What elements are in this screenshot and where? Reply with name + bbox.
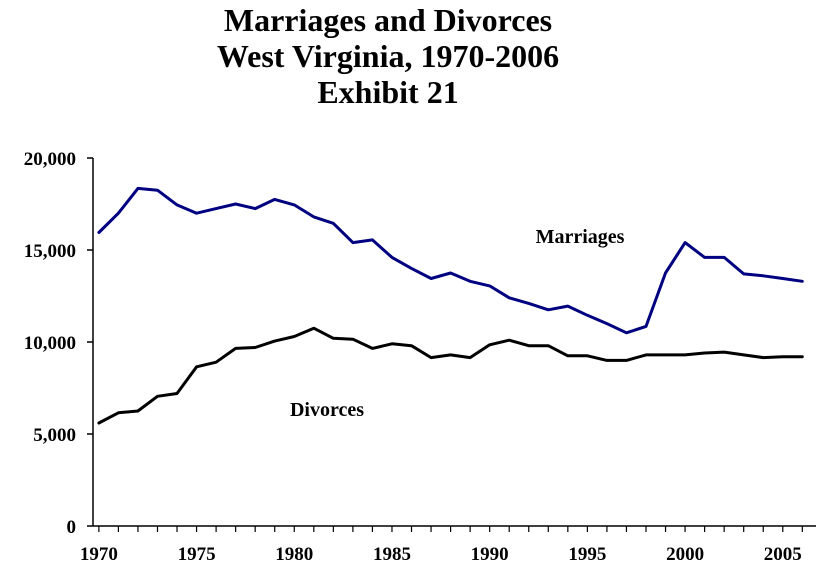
x-tick-label: 1990	[471, 544, 509, 565]
y-tick-label: 0	[67, 517, 77, 538]
x-tick-label: 1975	[178, 544, 216, 565]
series-line-divorces	[97, 326, 804, 425]
series-line-marriages	[97, 186, 804, 335]
y-tick-label: 10,000	[24, 333, 76, 354]
chart-title: Marriages and Divorces West Virginia, 19…	[0, 2, 776, 110]
y-tick-label: 20,000	[24, 149, 76, 170]
chart-title-line-3: Exhibit 21	[317, 74, 459, 110]
tick-labels: 0 5,000 10,000 15,000 20,000 1970 1975 1980 1985…	[24, 149, 802, 565]
chart-title-line-2: West Virginia, 1970-2006	[216, 38, 560, 74]
chart-title-line-1: Marriages and Divorces	[223, 2, 553, 38]
series-lines	[97, 186, 804, 425]
x-tick-label: 1980	[275, 544, 313, 565]
x-tick-label: 1970	[80, 544, 118, 565]
y-tick-label: 15,000	[24, 241, 76, 262]
x-tick-label: 2005	[764, 544, 802, 565]
y-tick-label: 5,000	[33, 425, 76, 446]
series-label-divorces: Divorces	[290, 399, 364, 421]
x-tick-label: 1985	[373, 544, 411, 565]
chart-axes	[87, 157, 816, 532]
x-tick-label: 1995	[568, 544, 606, 565]
series-label-marriages: Marriages	[536, 226, 625, 248]
x-tick-label: 2000	[666, 544, 704, 565]
